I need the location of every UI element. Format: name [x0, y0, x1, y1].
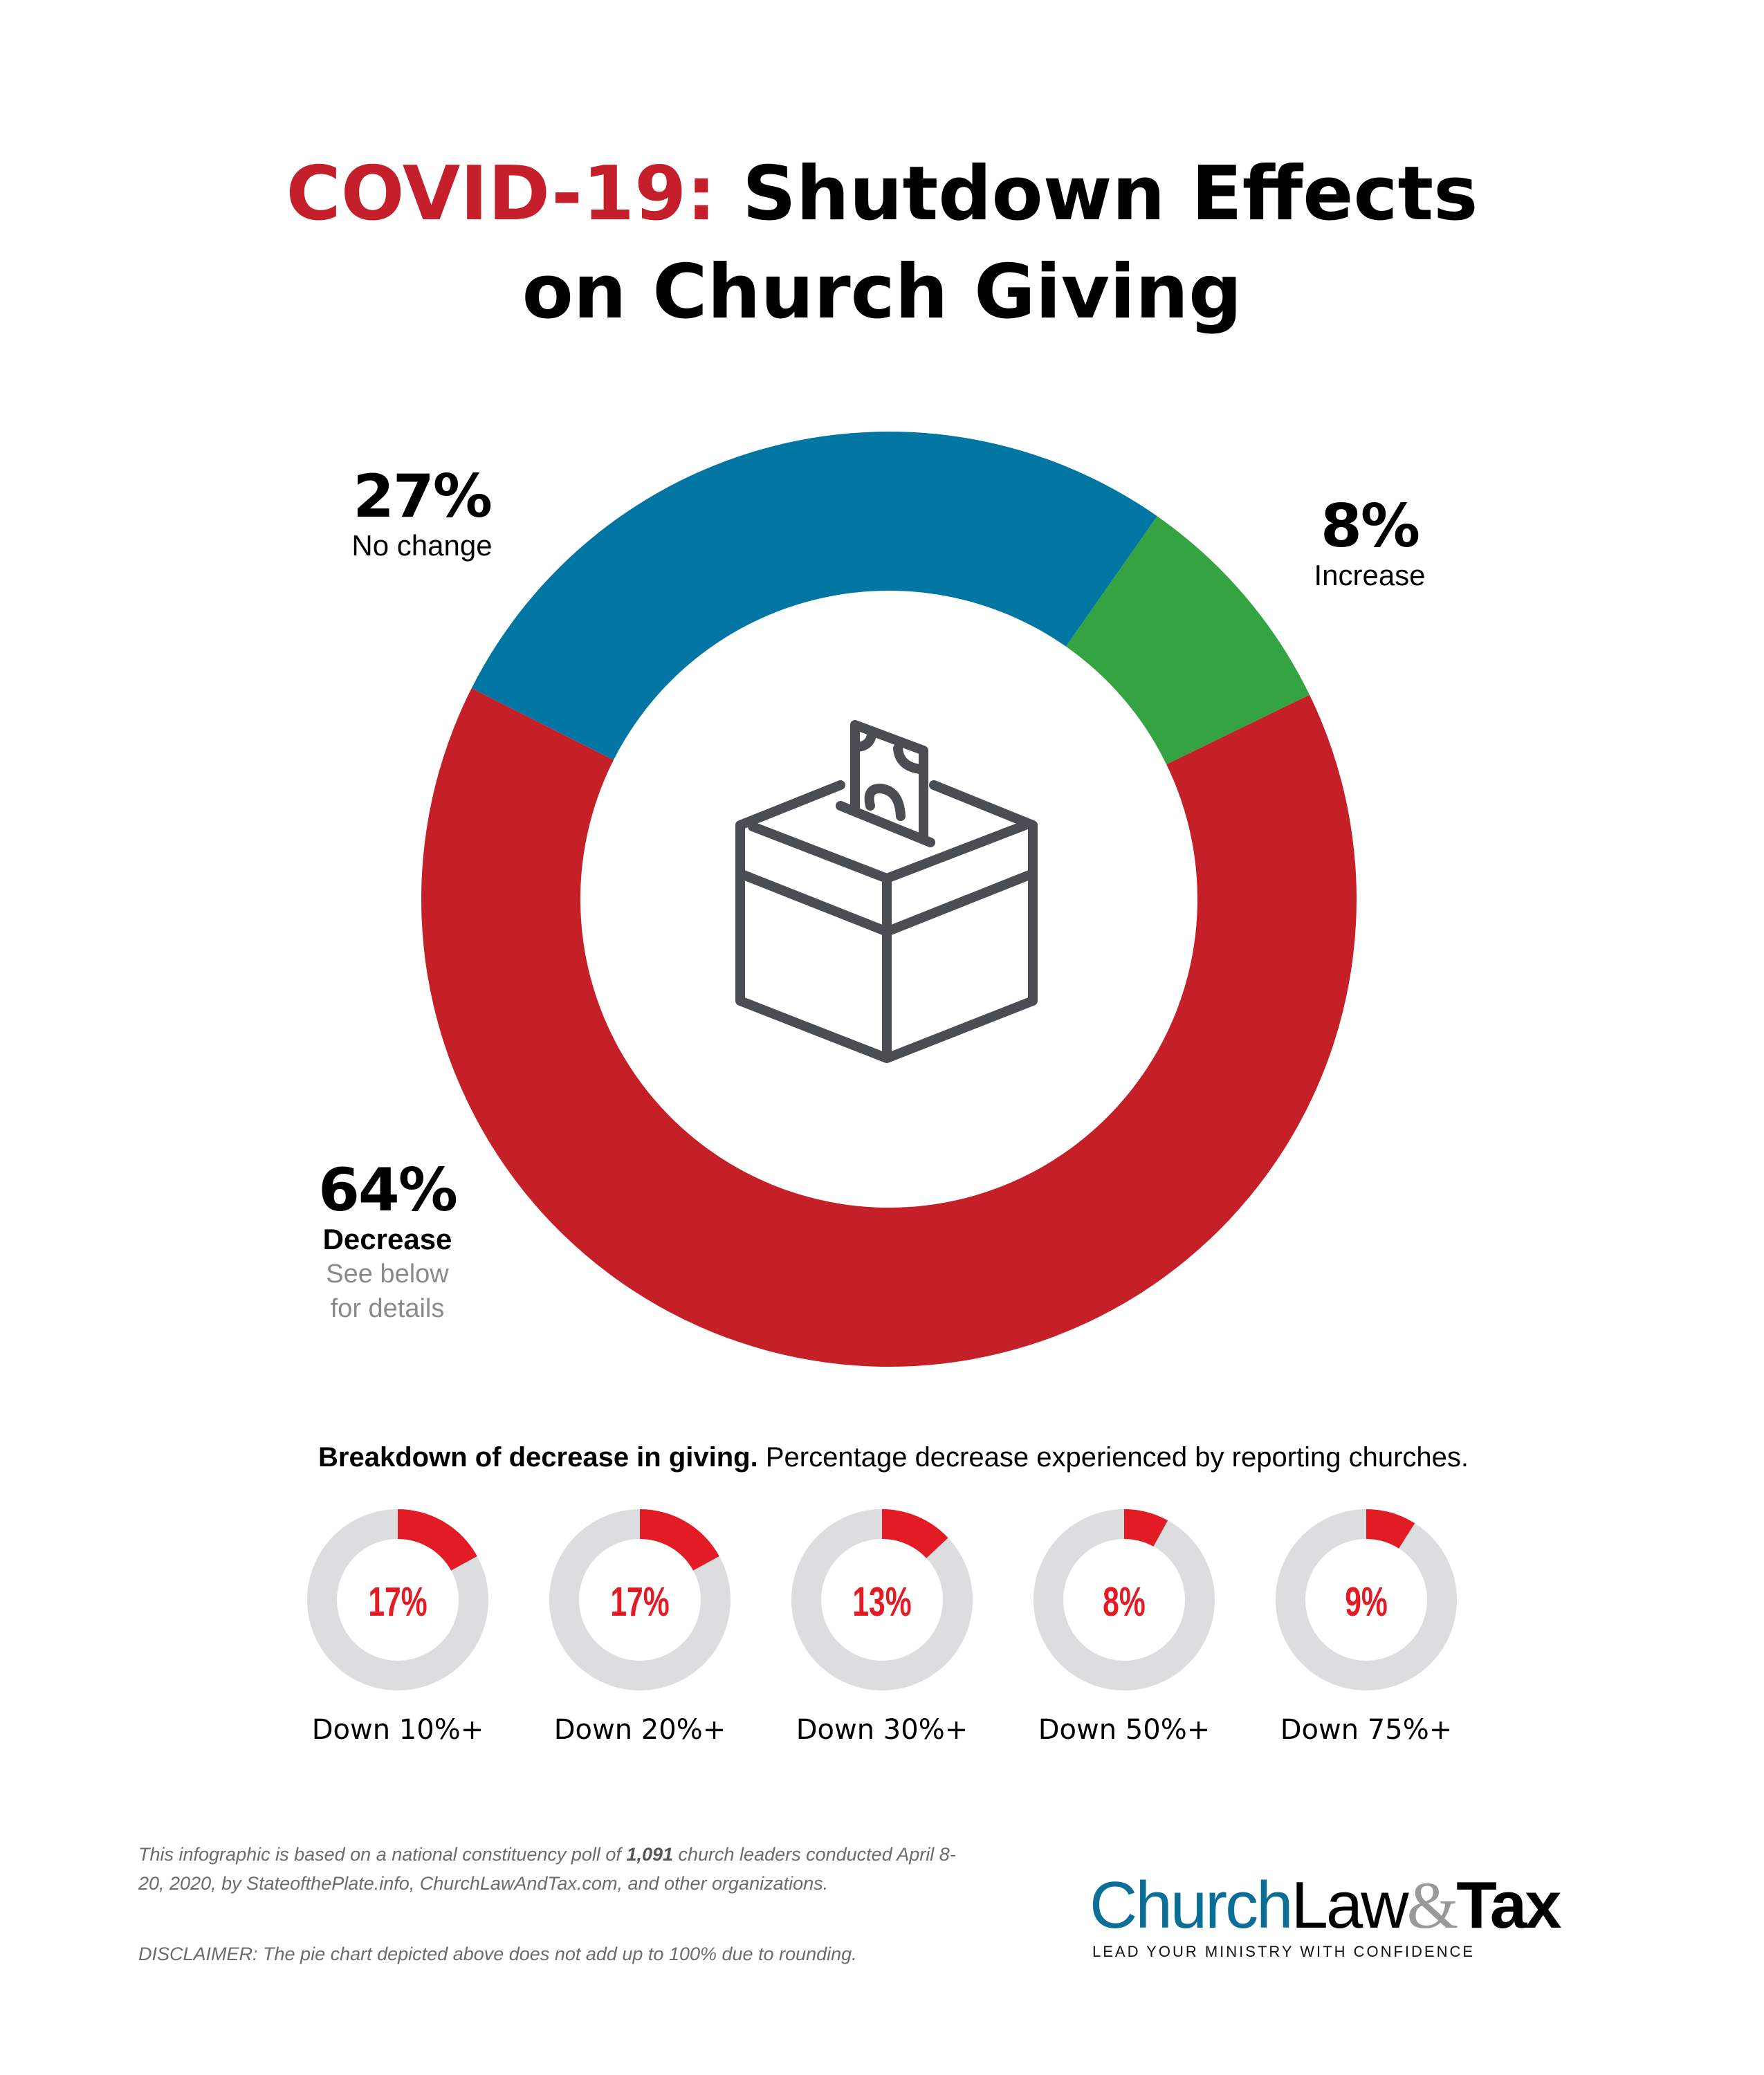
decrease-text: Decrease: [322, 1223, 452, 1255]
breakdown-label: Down 10%+: [311, 1714, 484, 1746]
logo-church: Church: [1090, 1868, 1293, 1942]
breakdown-donut-value: 13%: [852, 1579, 911, 1625]
breakdown-donut-charts: 17% 17% 13% 8% 9%: [307, 1509, 1457, 1690]
title-line-1: COVID-19: Shutdown Effects: [0, 145, 1764, 243]
breakdown-donut-value: 17%: [368, 1579, 427, 1625]
breakdown-donut-value: 8%: [1103, 1579, 1146, 1625]
footnote-text-2: church leaders conducted April 8-20, 202…: [138, 1844, 956, 1894]
logo-tax: Tax: [1456, 1868, 1561, 1942]
logo-wordmark: ChurchLaw&Tax: [1090, 1871, 1643, 1940]
breakdown-donut-value: 9%: [1345, 1579, 1388, 1625]
breakdown-donut: 17%: [307, 1509, 488, 1690]
breakdown-donut: 8%: [1033, 1509, 1215, 1690]
main-donut-slices: [421, 432, 1357, 1367]
donut-slice-increase: [1065, 516, 1310, 765]
breakdown-donut-fill: [1366, 1509, 1415, 1549]
breakdown-label: Down 50%+: [1038, 1714, 1211, 1746]
title-line-2: on Church Giving: [522, 249, 1242, 335]
donut-slice-decrease: [421, 688, 1357, 1367]
decrease-label: 64% Decrease See below for details: [297, 1159, 477, 1326]
increase-percent: 8%: [1320, 492, 1420, 561]
title-accent: COVID-19:: [286, 151, 717, 237]
breakdown-donut-fill: [640, 1509, 719, 1571]
increase-label: 8% Increase: [1287, 495, 1453, 593]
breakdown-subtitle: Percentage decrease experienced by repor…: [765, 1442, 1469, 1473]
breakdown-donut-value: 17%: [610, 1579, 669, 1625]
disclaimer: DISCLAIMER: The pie chart depicted above…: [138, 1944, 857, 1964]
donut-slice-no-change: [471, 432, 1157, 760]
breakdown-donut: 9%: [1276, 1509, 1457, 1690]
breakdown-heading: Breakdown of decrease in giving. Percent…: [318, 1442, 1469, 1473]
breakdown-donut: 17%: [549, 1509, 731, 1690]
title-line-1-text: Shutdown Effects: [742, 151, 1478, 237]
decrease-note-line-2: for details: [330, 1294, 445, 1323]
respondent-count: 1,091: [626, 1844, 674, 1865]
breakdown-donut-fill: [398, 1509, 477, 1571]
breakdown-label: Down 30%+: [796, 1714, 968, 1746]
increase-text: Increase: [1314, 559, 1426, 591]
breakdown-label: Down 75%+: [1280, 1714, 1453, 1746]
footnote: This infographic is based on a national …: [138, 1840, 968, 1898]
decrease-percent: 64%: [318, 1156, 458, 1225]
page-title: COVID-19: Shutdown Effects on Church Giv…: [0, 145, 1764, 342]
no-change-text: No change: [351, 529, 493, 562]
breakdown-donut: 13%: [791, 1509, 973, 1690]
footnote-text-1: This infographic is based on a national …: [138, 1844, 627, 1865]
ballot-box-with-money-icon: [735, 720, 1038, 1063]
breakdown-donut-fill: [1124, 1509, 1168, 1547]
breakdown-title: Breakdown of decrease in giving.: [318, 1442, 758, 1473]
logo-tagline: LEAD YOUR MINISTRY WITH CONFIDENCE: [1092, 1943, 1476, 1960]
no-change-percent: 27%: [353, 462, 493, 531]
breakdown-label: Down 20%+: [553, 1714, 726, 1746]
logo-law: Law: [1291, 1868, 1408, 1942]
decrease-note-line-1: See below: [326, 1260, 449, 1289]
logo-ampersand: &: [1406, 1868, 1459, 1942]
church-law-tax-logo: ChurchLaw&Tax LEAD YOUR MINISTRY WITH CO…: [1090, 1871, 1643, 1961]
no-change-label: 27% No change: [318, 465, 526, 563]
main-donut-chart: [421, 432, 1357, 1367]
breakdown-donut-fill: [882, 1509, 948, 1558]
